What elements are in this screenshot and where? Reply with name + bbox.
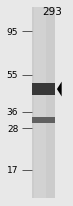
Bar <box>34 8 46 198</box>
Text: 36: 36 <box>7 108 18 117</box>
Text: 95: 95 <box>7 27 18 36</box>
Text: 55: 55 <box>7 71 18 80</box>
Text: 28: 28 <box>7 124 18 133</box>
Bar <box>32 84 55 95</box>
Text: 293: 293 <box>43 7 62 17</box>
Bar <box>32 8 55 198</box>
Polygon shape <box>57 82 62 97</box>
Bar <box>32 117 55 124</box>
Text: 17: 17 <box>7 165 18 174</box>
